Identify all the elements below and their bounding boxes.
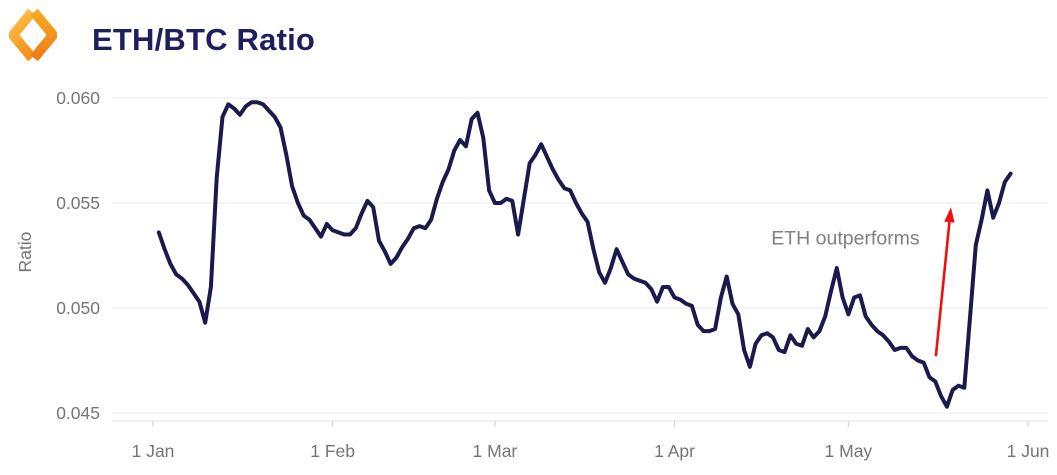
annotation-arrow-head-icon: [944, 207, 955, 223]
y-tick-label: 0.050: [56, 298, 100, 318]
logo-right-chevron: [30, 8, 57, 62]
chart-header: ETH/BTC Ratio: [0, 0, 1057, 75]
y-axis-title: Ratio: [15, 232, 35, 273]
x-tick-label: 1 Jan: [132, 441, 175, 461]
x-tick-label: 1 Feb: [310, 441, 355, 461]
x-tick-label: 1 Mar: [473, 441, 518, 461]
x-tick-label: 1 Jun: [1007, 441, 1050, 461]
y-tick-label: 0.060: [56, 88, 100, 108]
brand-logo-icon: [9, 8, 57, 62]
x-tick-label: 1 Apr: [654, 441, 695, 461]
annotation-label: ETH outperforms: [771, 228, 920, 250]
x-tick-label: 1 May: [825, 441, 873, 461]
page-title: ETH/BTC Ratio: [92, 22, 316, 57]
annotation-arrow-line: [934, 221, 951, 357]
ratio-line-series: [156, 100, 1013, 409]
logo-left-chevron: [9, 8, 36, 62]
y-tick-label: 0.055: [56, 193, 100, 213]
y-tick-label: 0.045: [56, 403, 100, 423]
